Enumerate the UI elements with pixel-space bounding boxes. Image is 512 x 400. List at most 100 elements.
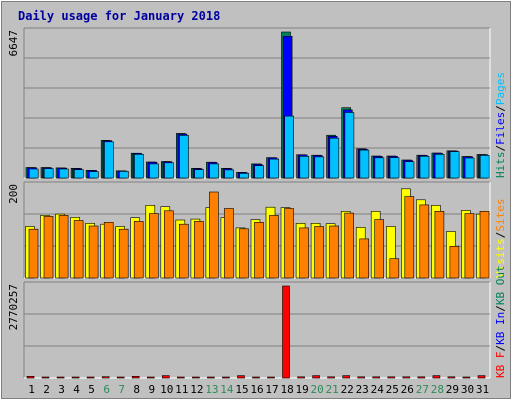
legend-entry: Sites (494, 199, 507, 232)
bar-kb-f (26, 375, 35, 379)
bar-pages (239, 173, 249, 179)
x-tick-label: 28 (431, 383, 444, 396)
x-tick-label: 29 (446, 383, 459, 396)
x-tick-label: 27 (416, 383, 429, 396)
x-tick-label: 10 (160, 383, 173, 396)
bar-sites (254, 222, 264, 279)
bar-pages (209, 163, 219, 179)
x-tick-label: 5 (88, 383, 95, 396)
bar-pages (89, 171, 99, 179)
bar-kb-f (327, 376, 335, 379)
bar-sites (359, 238, 370, 279)
bar-sites (419, 204, 430, 279)
x-tick-label: 16 (250, 383, 263, 396)
bar-pages (449, 151, 460, 179)
bar-pages (479, 155, 490, 179)
bar-pages (299, 156, 310, 179)
bar-pages (119, 171, 129, 179)
bar-sites (133, 221, 144, 279)
bar-pages (419, 156, 430, 179)
bar-sites (404, 196, 415, 279)
bar-sites (314, 226, 324, 279)
bar-pages (28, 168, 39, 179)
bar-kb-f (207, 376, 215, 379)
bar-pages (359, 149, 370, 179)
panel-legend: KB F/KB In/KB Out (494, 265, 507, 378)
bar-kb-f (56, 376, 65, 379)
bar-kb-f (162, 375, 170, 379)
x-tick-label: 21 (326, 383, 339, 396)
bar-kb-f (192, 376, 200, 379)
bar-sites (389, 258, 400, 279)
legend-entry: / (494, 105, 507, 112)
bar-pages (314, 156, 325, 179)
panel-max-label: 2770257 (7, 284, 20, 330)
bar-sites (449, 246, 460, 279)
bar-kb-f (372, 376, 381, 379)
bar-sites (239, 228, 249, 279)
bar-kb-f (312, 375, 320, 379)
legend-entry: / (494, 305, 507, 312)
bar-pages (389, 157, 400, 179)
x-tick-label: 11 (175, 383, 188, 396)
bar-pages (149, 163, 159, 179)
bar-sites (149, 213, 159, 279)
x-tick-label: 2 (43, 383, 50, 396)
bar-sites (118, 228, 129, 279)
x-tick-label: 25 (386, 383, 399, 396)
bar-kb-f (297, 376, 305, 379)
bar-sites (194, 221, 204, 279)
x-tick-label: 23 (356, 383, 369, 396)
bar-pages (104, 141, 114, 179)
panel-legend: Hits/Files/Pages (494, 72, 507, 178)
legend-entry: Files (494, 112, 507, 145)
bar-pages (284, 115, 295, 179)
bar-kb-f (252, 376, 260, 379)
bar-sites (224, 208, 234, 279)
bar-kb-f (462, 376, 471, 379)
bar-pages (404, 161, 415, 179)
x-tick-label: 26 (401, 383, 414, 396)
x-tick-label: 12 (190, 383, 203, 396)
bar-sites (374, 219, 385, 279)
bar-pages (269, 158, 280, 179)
bar-kb-f (432, 375, 441, 379)
bar-sites (43, 216, 54, 279)
x-tick-label: 30 (461, 383, 474, 396)
bar-kb-f (237, 375, 245, 379)
x-tick-label: 9 (148, 383, 155, 396)
bar-pages (344, 112, 355, 179)
bar-kb-f (116, 376, 125, 379)
x-tick-label: 15 (235, 383, 248, 396)
x-tick-label: 18 (280, 383, 293, 396)
legend-entry: KB F (494, 352, 507, 379)
bar-sites (58, 215, 69, 279)
panel-max-label: 200 (7, 184, 20, 204)
bar-pages (179, 135, 189, 179)
bar-kb-f (342, 375, 351, 379)
x-tick-label: 31 (476, 383, 489, 396)
bar-pages (224, 169, 234, 179)
bar-kb-f (267, 376, 275, 379)
bar-kb-f (41, 376, 50, 379)
bar-kb-f (402, 376, 411, 379)
bar-kb-f (147, 376, 155, 379)
bar-pages (164, 162, 174, 179)
x-tick-label: 6 (103, 383, 110, 396)
x-tick-label: 20 (310, 383, 323, 396)
legend-entry: KB In (494, 312, 507, 345)
x-tick-label: 24 (371, 383, 385, 396)
bar-sites (479, 211, 490, 279)
bar-sites (179, 223, 189, 279)
bar-sites (269, 215, 279, 279)
bar-kb-f (222, 376, 230, 379)
bar-kb-f (101, 376, 110, 379)
x-tick-label: 17 (265, 383, 278, 396)
bar-sites (164, 210, 174, 279)
x-tick-label: 7 (118, 383, 125, 396)
x-tick-label: 14 (220, 383, 234, 396)
panel-legend: Visits/Sites (494, 199, 507, 279)
bar-sites (329, 225, 339, 279)
